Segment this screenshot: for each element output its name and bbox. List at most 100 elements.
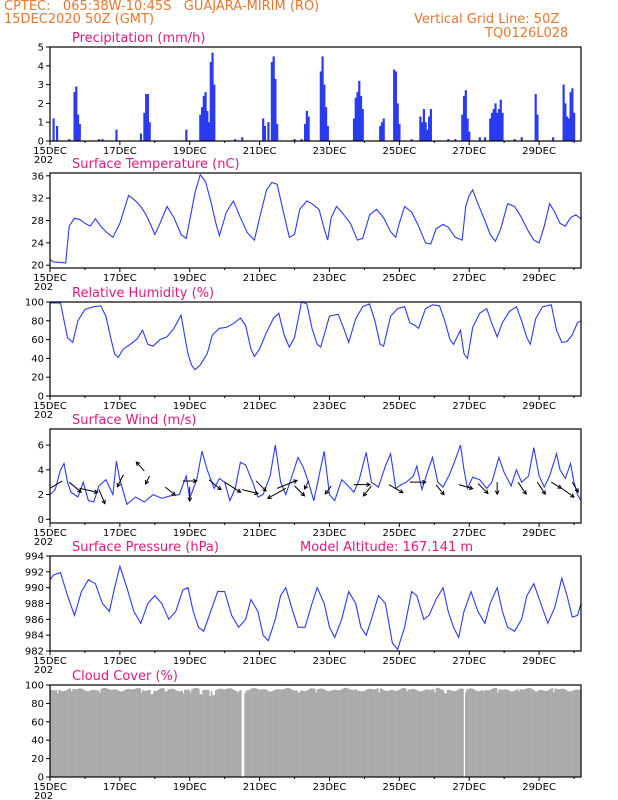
- cloud-column: [259, 689, 262, 777]
- precip-bar-78: [496, 112, 499, 141]
- precip-bar-10: [139, 133, 143, 141]
- cloud-column: [427, 689, 429, 777]
- precip-bar-31: [272, 56, 275, 141]
- precip-bar-8: [101, 139, 104, 141]
- cloud-column: [371, 689, 373, 777]
- cloud-column: [388, 690, 390, 777]
- wind-arrow-18: [324, 485, 332, 495]
- cloud-column: [70, 691, 73, 777]
- cloud-column: [163, 688, 165, 777]
- pres-ytick-label: 992: [25, 567, 44, 578]
- cloud-column: [115, 689, 118, 777]
- cloud-column: [51, 690, 53, 777]
- cloud-column: [149, 689, 151, 777]
- pres-xtick-label: 21DEC: [243, 656, 277, 667]
- cloud-column: [410, 689, 413, 777]
- temp-panel: 20 24 28 32 36 15DEC 17DEC 19DEC 21DEC 23DEC 25DEC…: [31, 157, 582, 293]
- cloud-column: [133, 688, 136, 777]
- cloud-column: [86, 691, 88, 777]
- precip-xtick-label: 23DEC: [313, 146, 347, 157]
- cloud-column: [189, 692, 192, 777]
- cloud-column: [465, 692, 467, 777]
- rh-xtick-label: 25DEC: [382, 401, 416, 412]
- cloud-column: [339, 690, 341, 777]
- cloud-column: [525, 688, 527, 777]
- precip-bar-43: [326, 125, 329, 141]
- cloud-column: [347, 688, 350, 777]
- wind-arrow-28: [536, 481, 546, 496]
- cloud-column: [579, 689, 581, 777]
- cloud-column: [392, 690, 394, 777]
- temp-xtick-label: 29DEC: [522, 273, 556, 284]
- cloud-column: [501, 689, 503, 777]
- wind-ytick-label: 2: [38, 490, 44, 501]
- cloud-column: [245, 690, 248, 777]
- precip-year-label: 202: [34, 155, 53, 166]
- precip-bar-61: [424, 122, 427, 141]
- cloud-column: [65, 690, 67, 777]
- cloud-column: [462, 688, 464, 777]
- cloud-column: [279, 689, 281, 777]
- pres-ytick-label: 994: [25, 552, 44, 563]
- precip-bar-57: [410, 139, 413, 141]
- pres-ytick-label: 990: [25, 583, 44, 594]
- cloud-column: [420, 691, 422, 777]
- cloud-column: [455, 690, 457, 777]
- cloud-column: [103, 687, 105, 777]
- cloud-column: [249, 689, 252, 777]
- cloud-column: [179, 691, 182, 777]
- cloud-column: [561, 688, 564, 777]
- cloud-column: [80, 688, 83, 777]
- temp-xtick-label: 23DEC: [313, 273, 347, 284]
- cloud-column: [390, 689, 393, 777]
- cloud-column: [69, 688, 72, 777]
- cloud-column: [343, 688, 346, 777]
- precip-bar-35: [300, 139, 303, 141]
- cloud-xtick-label: 15DEC: [33, 782, 67, 793]
- cloud-column: [266, 690, 269, 777]
- cloud-column: [248, 689, 251, 777]
- pres-xtick-label: 17DEC: [103, 656, 137, 667]
- cloud-column: [272, 690, 274, 777]
- temp-ytick-label: 32: [31, 194, 44, 205]
- cloud-column: [171, 688, 174, 777]
- precip-bar-39: [319, 71, 322, 141]
- precip-bar-67: [461, 114, 464, 141]
- precip-panel: 0 1 2 3 4 5 15DEC 17DEC 19DEC 21DEC 23DEC 25DEC 27DE…: [33, 31, 582, 166]
- cloud-column: [110, 689, 112, 777]
- cloud-column: [372, 689, 375, 777]
- precip-bar-19: [204, 92, 207, 141]
- cloud-column: [558, 689, 561, 777]
- cloud-column: [145, 690, 147, 777]
- cloud-column: [244, 693, 246, 777]
- precip-bar-22: [209, 62, 212, 141]
- cloud-column: [452, 691, 455, 777]
- temp-xtick-label: 21DEC: [243, 273, 277, 284]
- cloud-column: [512, 691, 515, 777]
- cloud-ytick-label: 40: [31, 736, 44, 747]
- cloud-column: [411, 688, 414, 777]
- cloud-column: [291, 689, 294, 777]
- precip-xtick-label: 29DEC: [522, 146, 556, 157]
- rh-ytick-label: 20: [31, 373, 44, 384]
- cloud-column: [101, 688, 104, 777]
- pres-xtick-label: 29DEC: [522, 656, 556, 667]
- wind-arrow-15: [266, 487, 287, 499]
- cloud-column: [258, 689, 260, 777]
- header-date: 15DEC2020 50Z (GMT): [4, 12, 155, 27]
- cloud-column: [498, 689, 501, 777]
- cloud-column: [217, 688, 220, 777]
- cloud-column: [66, 689, 69, 777]
- cloud-column: [181, 690, 183, 777]
- cloud-column: [316, 689, 319, 777]
- cloud-column: [554, 688, 557, 777]
- cloud-column: [567, 691, 569, 777]
- cloud-column: [476, 690, 478, 777]
- pres-panel: 982 984 986 988 990 992 994 15DEC 17DEC 19DEC 21DE…: [25, 540, 582, 676]
- rh-xtick-label: 17DEC: [103, 401, 137, 412]
- cloud-column: [413, 688, 415, 777]
- cloud-column: [571, 690, 573, 777]
- cloud-column: [469, 688, 471, 777]
- wind-arrow-29: [551, 481, 563, 489]
- cloud-column: [354, 689, 357, 777]
